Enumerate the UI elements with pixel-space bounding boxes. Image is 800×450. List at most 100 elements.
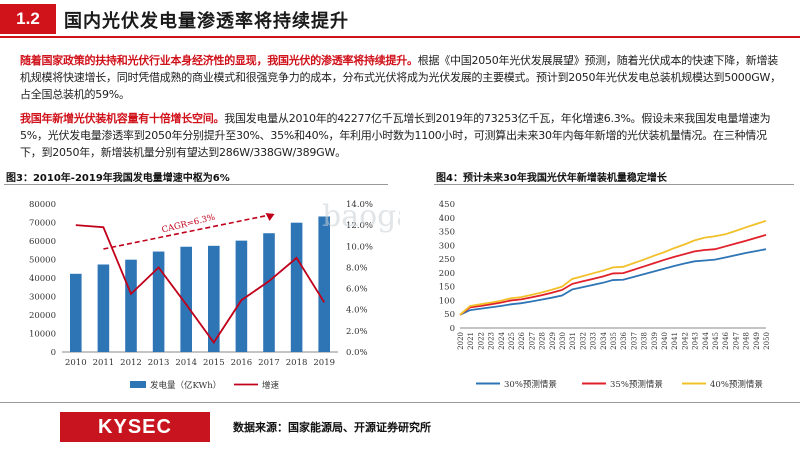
x-tick-label: 2016 [231, 358, 253, 368]
x-tick-label: 2023 [488, 332, 496, 350]
x-tick-label: 2039 [651, 332, 659, 350]
series-line [459, 219, 767, 316]
paragraph-2: 我国年新增光伏装机容量有十倍增长空间。我国发电量从2010年的42277亿千瓦增… [20, 110, 785, 161]
x-tick-label: 2030 [559, 332, 567, 350]
x-tick-label: 2019 [313, 358, 335, 368]
x-tick-label: 2038 [641, 332, 649, 350]
y-right-tick-label: 12.0% [346, 221, 373, 231]
bar [208, 245, 220, 352]
y-right-tick-label: 6.0% [346, 285, 368, 295]
x-tick-label: 2020 [457, 332, 465, 350]
bar [70, 273, 82, 352]
paragraph-1-body: 根据《中国2050年光伏发展展望》预测，随着光伏成本的快速下降，新增装机规模将快… [20, 54, 781, 101]
x-tick-label: 2041 [671, 332, 679, 350]
y-right-tick-label: 4.0% [346, 306, 368, 316]
footer-divider [0, 402, 800, 403]
x-tick-label: 2050 [763, 332, 771, 350]
y-tick-label: 300 [439, 241, 455, 251]
growth-rate-line [75, 224, 325, 345]
cagr-annotation: CAGR=6.3% [161, 213, 216, 236]
page-title: 国内光伏发电量渗透率将持续提升 [64, 11, 349, 32]
x-tick-label: 2018 [286, 358, 308, 368]
y-right-tick-label: 8.0% [346, 263, 368, 273]
legend-label: 35%预测情景 [610, 379, 663, 390]
y-tick-label: 450 [439, 200, 455, 210]
x-tick-label: 2049 [753, 332, 761, 350]
figure-4-divider [434, 184, 794, 185]
legend-label-bar: 发电量（亿KWh） [150, 380, 221, 391]
y-right-tick-label: 0.0% [346, 348, 368, 358]
bar [97, 264, 110, 352]
x-tick-label: 2042 [681, 332, 689, 350]
paragraph-2-highlight: 我国年新增光伏装机容量有十倍增长空间。 [20, 112, 225, 125]
x-tick-label: 2033 [590, 332, 598, 350]
title-divider [0, 36, 800, 38]
y-tick-label: 100 [439, 296, 455, 306]
x-tick-label: 2046 [722, 331, 730, 349]
bar [318, 216, 330, 352]
x-tick-label: 2024 [498, 331, 506, 349]
x-tick-label: 2014 [175, 358, 197, 368]
title-bar: 1.2 国内光伏发电量渗透率将持续提升 [0, 0, 800, 40]
figure-3-title: 图3：2010年-2019年我国发电量增速中枢为6% [6, 173, 230, 184]
cagr-arrowhead [265, 213, 275, 221]
x-tick-label: 2048 [743, 332, 751, 350]
x-tick-label: 2015 [203, 358, 225, 368]
y-left-tick-label: 0 [51, 348, 56, 358]
paragraph-1: 随着国家政策的扶持和光伏行业本身经济性的显现，我国光伏的渗透率将持续提升。根据《… [20, 52, 785, 103]
kysec-logo: KYSEC [60, 412, 210, 442]
bar [152, 251, 165, 352]
x-tick-label: 2044 [702, 331, 710, 349]
paragraph-2-body: 我国发电量从2010年的42277亿千瓦增长到2019年的73253亿千瓦，年化… [20, 112, 771, 159]
x-tick-label: 2031 [569, 332, 577, 350]
legend-label-line: 增速 [262, 380, 280, 391]
bar [263, 233, 275, 352]
bar [125, 259, 137, 352]
y-left-tick-label: 10000 [29, 330, 56, 340]
figure-3-chart: 0 10000 20000 30000 40000 50000 60000 70000 8000… [29, 199, 400, 391]
x-tick-label: 2040 [661, 332, 669, 350]
y-left-tick-label: 20000 [29, 311, 56, 321]
y-tick-label: 250 [439, 255, 455, 265]
x-tick-label: 2025 [508, 332, 516, 350]
x-tick-label: 2022 [477, 332, 485, 350]
y-right-tick-label: 14.0% [346, 200, 373, 210]
x-tick-label: 2026 [518, 331, 526, 349]
x-tick-label: 2029 [549, 332, 557, 350]
y-tick-label: 50 [444, 310, 455, 320]
x-tick-label: 2045 [712, 332, 720, 350]
cagr-arrow [103, 213, 275, 250]
figure-4-title: 图4：预计未来30年我国光伏年新增装机量稳定增长 [436, 173, 667, 184]
paragraph-1-highlight: 随着国家政策的扶持和光伏行业本身经济性的显现，我国光伏的渗透率将持续提升。 [20, 54, 418, 67]
x-tick-label: 2037 [630, 332, 638, 350]
bar [290, 222, 303, 352]
y-tick-label: 0 [450, 324, 455, 334]
bar [180, 246, 192, 352]
y-left-tick-label: 60000 [29, 237, 56, 247]
x-tick-label: 2010 [65, 358, 87, 368]
data-source: 数据来源：国家能源局、开源证券研究所 [233, 421, 431, 434]
x-tick-label: 2036 [620, 331, 628, 349]
section-number: 1.2 [0, 4, 56, 34]
legend-label: 30%预测情景 [504, 379, 557, 390]
legend-label: 40%预测情景 [710, 379, 763, 390]
y-left-tick-label: 40000 [29, 274, 56, 284]
y-left-tick-label: 80000 [29, 200, 56, 210]
y-left-tick-label: 30000 [29, 293, 56, 303]
x-tick-label: 2011 [93, 358, 115, 368]
series-line [459, 233, 767, 316]
series-line [459, 248, 767, 316]
y-tick-label: 400 [439, 214, 455, 224]
x-tick-label: 2032 [579, 332, 587, 350]
y-left-tick-label: 50000 [29, 256, 56, 266]
y-left-tick-label: 70000 [29, 219, 56, 229]
x-tick-label: 2017 [258, 358, 280, 368]
y-tick-label: 150 [439, 283, 455, 293]
x-tick-label: 2012 [120, 358, 142, 368]
legend-swatch-bar [130, 381, 146, 388]
x-tick-label: 2035 [610, 332, 618, 350]
x-tick-label: 2034 [600, 331, 608, 349]
y-right-tick-label: 10.0% [346, 242, 373, 252]
x-tick-label: 2013 [148, 358, 170, 368]
